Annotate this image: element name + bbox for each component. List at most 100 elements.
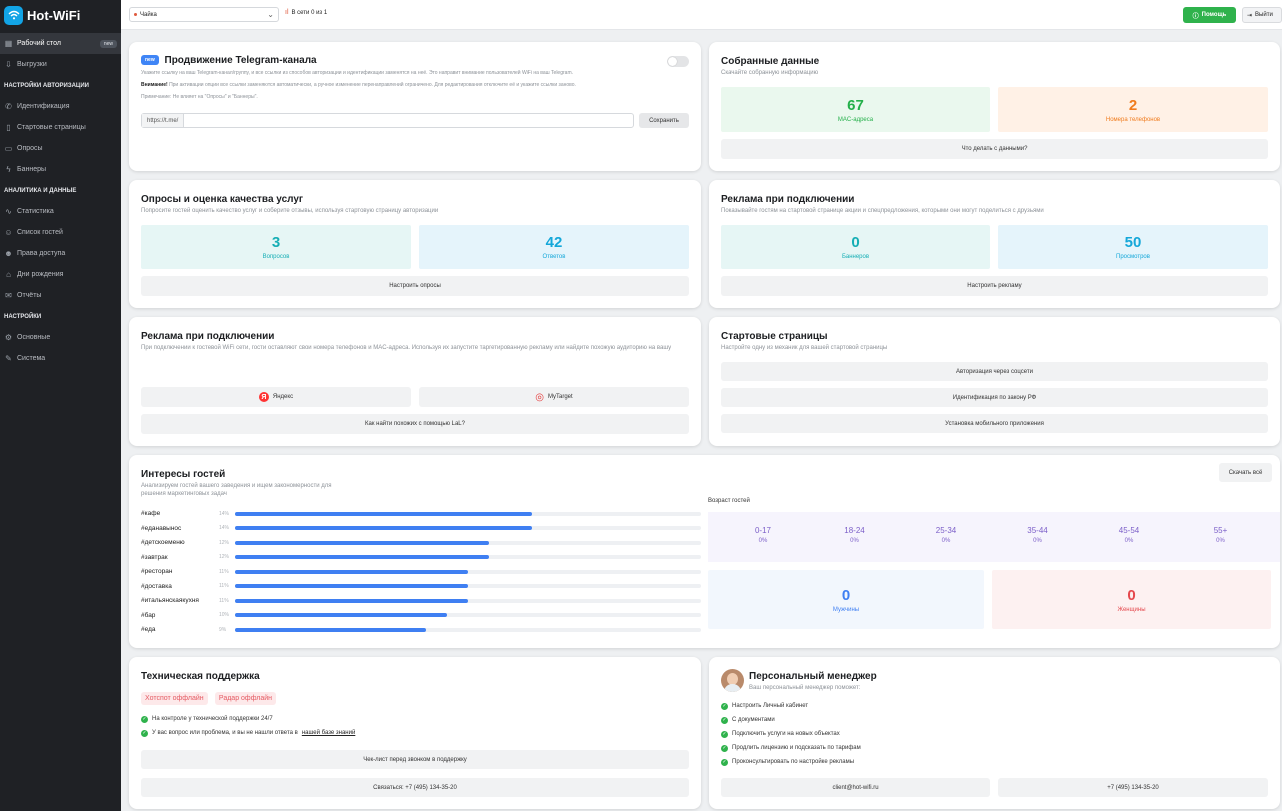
men-value: 0: [841, 586, 851, 604]
sidebar-item-label: Основные: [17, 334, 51, 341]
telegram-description: Укажите ссылку на ваш Telegram-канал/гру…: [141, 70, 573, 76]
surveys-title: Опросы и оценка качества услуг: [141, 194, 304, 205]
sidebar-item-reports[interactable]: ✉ Отчёты: [0, 285, 121, 306]
sidebar-item-identification[interactable]: ✆ Идентификация: [0, 96, 121, 117]
age-percent: 0%: [850, 538, 859, 544]
check-icon: ✓: [141, 715, 148, 723]
interest-row: #доставка 11%: [141, 580, 701, 593]
interests-subtitle: Анализируем гостей вашего заведения и ищ…: [141, 483, 332, 498]
interest-percent: 11%: [219, 568, 229, 575]
women-label: Женщины: [1117, 606, 1146, 613]
knowledge-base-link[interactable]: нашей базе знаний: [301, 730, 356, 736]
chevron-down-icon: ⌄: [267, 10, 274, 19]
sidebar-item-label: Список гостей: [17, 229, 63, 236]
sidebar-item-access[interactable]: ☻ Права доступа: [0, 243, 121, 264]
mytarget-label: MyTarget: [548, 394, 573, 400]
url-prefix: https://t.me/: [142, 114, 185, 127]
check-item: ✓ На контроле у технической поддержки 24…: [141, 712, 355, 726]
call-support-button[interactable]: Связаться: +7 (495) 134-35-20: [141, 778, 689, 797]
configure-surveys-button[interactable]: Настроить опросы: [141, 276, 689, 296]
sidebar-item-general[interactable]: ⚙ Основные: [0, 327, 121, 348]
sidebar-item-birthdays[interactable]: ⌂ Дни рождения: [0, 264, 121, 285]
sidebar-item-polls[interactable]: ▭ Опросы: [0, 138, 121, 159]
interest-tag: #кафе: [141, 510, 161, 517]
venue-select[interactable]: Чайка ⌄: [129, 7, 279, 22]
sidebar-item-exports[interactable]: ⇩ Выгрузки: [0, 54, 121, 75]
interest-bar: [235, 627, 426, 632]
age-percent: 0%: [941, 538, 951, 544]
phone-icon: ✆: [5, 102, 12, 111]
status-dot: [134, 13, 137, 16]
mobile-app-button[interactable]: Установка мобильного приложения: [721, 414, 1268, 433]
interest-percent: 11%: [219, 583, 229, 589]
collected-data-card: Собранные данные Скачайте собранную инфо…: [709, 42, 1280, 171]
yandex-icon: Я: [258, 392, 269, 402]
interest-row: #итальянскаякухня 11%: [141, 594, 701, 607]
sidebar-item-label: Идентификация: [17, 103, 70, 110]
social-auth-button[interactable]: Авторизация через соцсети: [721, 362, 1268, 381]
answers-label: Ответов: [542, 254, 566, 260]
logo[interactable]: Hot-WiFi: [0, 0, 121, 30]
check-icon: ✓: [721, 744, 728, 752]
save-button[interactable]: Сохранить: [639, 113, 689, 128]
check-text: С документами: [732, 717, 775, 723]
check-item: ✓ Продлить лицензию и подсказать по тариф…: [721, 741, 861, 755]
mytarget-button[interactable]: ◎ MyTarget: [419, 387, 689, 407]
interest-bar-track: [235, 584, 701, 588]
sidebar-item-guests[interactable]: ☺ Список гостей: [0, 222, 121, 243]
views-stat: 50 Просмотров: [998, 225, 1268, 269]
sidebar-item-label: Отчёты: [17, 292, 42, 299]
manager-phone-button[interactable]: +7 (495) 134-35-20: [998, 778, 1268, 797]
what-to-do-button[interactable]: Что делать с данными?: [721, 139, 1268, 159]
views-label: Просмотров: [1116, 254, 1150, 260]
interest-percent: 12%: [219, 539, 230, 546]
sidebar-item-system[interactable]: ✎ Система: [0, 348, 121, 369]
manager-email-button[interactable]: client@hot-wifi.ru: [721, 778, 990, 797]
check-item: ✓ С документами: [721, 713, 861, 727]
start-pages-subtitle: Настройте одну из механик для вашей стар…: [721, 345, 888, 351]
signal-icon: ıl: [285, 9, 289, 16]
interest-bar-track: [235, 511, 701, 516]
gear-icon: ⚙: [4, 333, 13, 342]
collected-title: Собранные данные: [721, 56, 820, 67]
interest-percent: 9%: [219, 626, 227, 633]
check-icon: ✓: [721, 702, 728, 710]
checklist-button[interactable]: Чек-лист перед звонком в поддержку: [141, 750, 689, 769]
interest-tag: #бар: [141, 611, 156, 619]
help-button[interactable]: ⓘ Помощь: [1183, 7, 1236, 23]
manager-card: Персональный менеджер Ваш персональный м…: [709, 657, 1280, 809]
support-card: Техническая поддержка Хотспот оффлайн Ра…: [129, 657, 701, 809]
yandex-button[interactable]: Я Яндекс: [141, 387, 411, 407]
telegram-note: Примечание: Не влияет на "Опросы" и "Бан…: [141, 94, 258, 100]
banners-value: 0: [851, 234, 860, 251]
age-percent: 0%: [758, 538, 768, 544]
sidebar-item-start-pages[interactable]: ▯ Стартовые страницы: [0, 117, 121, 138]
avatar: [721, 669, 744, 692]
lal-button[interactable]: Как найти похожих с помощью LaL?: [141, 414, 689, 434]
configure-ads-button[interactable]: Настроить рекламу: [721, 276, 1268, 296]
sidebar-item-statistics[interactable]: ∿ Статистика: [0, 201, 121, 222]
sidebar-item-banners[interactable]: ϟ Баннеры: [0, 159, 121, 180]
telegram-link-field[interactable]: https://t.me/: [141, 113, 634, 128]
interest-bar-track: [235, 598, 701, 603]
interest-row: #бар 10%: [141, 609, 701, 622]
new-badge: new: [141, 55, 159, 66]
interest-bar-track: [235, 569, 701, 574]
download-all-button[interactable]: Скачать всё: [1219, 463, 1272, 482]
surveys-card: Опросы и оценка качества услуг Попросите…: [129, 180, 701, 308]
age-title: Возраст гостей: [708, 498, 750, 504]
law-identification-button[interactable]: Идентификация по закону РФ: [721, 388, 1268, 407]
ads-title: Реклама при подключении: [721, 194, 855, 205]
exit-button[interactable]: ⇥ Выйти: [1242, 7, 1282, 23]
phone-label: Номера телефонов: [1105, 116, 1161, 123]
questions-value: 3: [271, 234, 281, 251]
age-panel: 0-17 0% 18-24 0% 25-34 0% 35-44 0% 45-54 0% 55+ 0%: [708, 512, 1280, 562]
check-icon: ✓: [721, 730, 728, 738]
help-label: Помощь: [1201, 12, 1227, 18]
check-item: ✓ У вас вопрос или проблема, и вы не наш…: [141, 726, 355, 740]
interest-percent: 12%: [219, 554, 230, 560]
hotspot-offline-chip: Хотспот оффлайн: [141, 692, 208, 705]
sidebar-item-dashboard[interactable]: ▦ Рабочий стол new: [0, 33, 121, 54]
telegram-toggle[interactable]: [667, 56, 689, 67]
logout-icon: ⇥: [1247, 12, 1253, 19]
